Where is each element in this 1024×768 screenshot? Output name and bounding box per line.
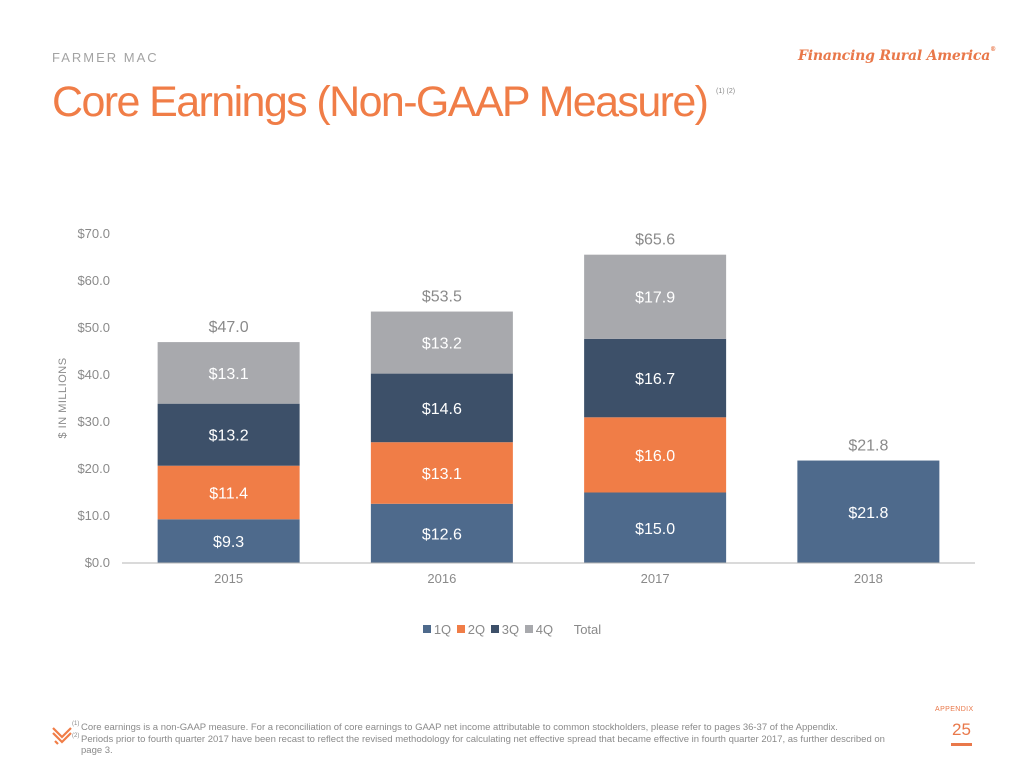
total-label-2016: $53.5: [422, 289, 462, 306]
y-axis-label: $ IN MILLIONS: [57, 357, 69, 438]
legend-swatch-4q: [524, 625, 533, 633]
y-tick-label: $60.0: [77, 273, 110, 288]
footnote-2-text: Periods prior to fourth quarter 2017 hav…: [81, 733, 885, 757]
legend-item-total: Total: [574, 622, 601, 637]
tagline-text: Financing Rural America: [798, 48, 991, 64]
segment-label-3q-2016: $14.6: [422, 401, 462, 418]
bar-segment-4q-2017: [584, 254, 727, 339]
y-tick-label: $0.0: [85, 555, 110, 570]
y-tick-label: $40.0: [77, 367, 110, 382]
farmer-mac-logo-icon: [52, 727, 72, 745]
segment-label-4q-2016: $13.2: [422, 336, 462, 353]
segment-label-1q-2017: $15.0: [635, 521, 675, 538]
x-tick-label: 2016: [427, 571, 456, 586]
footnote-2-ref: (2): [72, 732, 80, 739]
bar-segment-2q-2017: [584, 417, 727, 493]
legend-label-4q: 4Q: [535, 622, 554, 637]
total-label-2015: $47.0: [209, 319, 249, 336]
footnote-1: (1) Core earnings is a non-GAAP measure. …: [72, 721, 902, 734]
segment-label-1q-2018: $21.8: [848, 505, 888, 522]
brand-name: FARMER MAC: [52, 50, 159, 65]
legend-swatch-3q: [490, 625, 499, 633]
footnote-1-ref: (1): [72, 721, 80, 727]
chart-legend: 1Q 2Q 3Q 4Q Total: [0, 622, 1024, 637]
x-tick-label: 2017: [641, 571, 670, 586]
y-tick-label: $30.0: [77, 414, 110, 429]
legend-label-1q: 1Q: [433, 622, 452, 637]
bar-group-2016: $12.6 $13.1 $14.6 $13.2: [370, 311, 513, 563]
footnote-1-text: Core earnings is a non-GAAP measure. For…: [81, 722, 838, 733]
page-title: Core Earnings (Non-GAAP Measure): [52, 78, 709, 126]
bar-segment-3q-2016: [370, 373, 513, 443]
bar-segment-1q-2018: [797, 460, 940, 563]
footnote-2: (2) Periods prior to fourth quarter 2017 …: [72, 732, 902, 757]
x-tick-label: 2015: [214, 571, 243, 586]
total-label-2018: $21.8: [848, 438, 888, 455]
footnotes: (1) Core earnings is a non-GAAP measure. …: [72, 721, 902, 757]
y-axis: $0.0 $10.0 $20.0 $30.0 $40.0 $50.0 $60.0 $70.0: [77, 226, 110, 570]
y-tick-label: $50.0: [77, 320, 110, 335]
segment-label-3q-2015: $13.2: [209, 428, 249, 445]
legend-label-3q: 3Q: [501, 622, 520, 637]
segment-label-2q-2015: $11.4: [209, 486, 248, 503]
bar-segment-4q-2015: [157, 342, 300, 404]
y-tick-label: $10.0: [77, 508, 110, 523]
y-tick-label: $70.0: [77, 226, 110, 241]
bar-segment-4q-2016: [370, 311, 513, 374]
bar-segment-3q-2015: [157, 403, 300, 466]
legend-item-4q: 4Q: [524, 622, 554, 637]
bar-segment-1q-2017: [584, 492, 727, 563]
bars: $9.3$11.4$13.2$13.1$12.6$13.1$14.6$13.2$…: [157, 254, 940, 563]
bar-group-2018: $21.8: [797, 460, 940, 563]
segment-label-2q-2017: $16.0: [635, 448, 675, 465]
bar-group-2017: $15.0 $16.0 $16.7 $17.9: [584, 254, 727, 563]
bar-segment-2q-2015: [157, 465, 300, 520]
legend-item-2q: 2Q: [456, 622, 486, 637]
x-axis: 2015 2016 2017 2018: [214, 571, 883, 586]
legend-swatch-2q: [456, 625, 465, 633]
legend-item-1q: 1Q: [422, 622, 452, 637]
segment-label-1q-2015: $9.3: [213, 534, 244, 551]
bar-segment-3q-2017: [584, 338, 727, 418]
section-label: APPENDIX: [935, 706, 974, 713]
registered-mark: ®: [990, 46, 996, 53]
legend-label-total: Total: [573, 622, 602, 637]
page-number: 25: [952, 720, 971, 739]
bar-group-2015: $9.3 $11.4 $13.2 $13.1: [157, 342, 300, 563]
segment-label-1q-2016: $12.6: [422, 526, 462, 543]
page-number-underline: [951, 743, 972, 746]
bar-segment-1q-2015: [157, 519, 300, 563]
y-tick-label: $20.0: [77, 461, 110, 476]
legend-item-3q: 3Q: [490, 622, 520, 637]
bar-segment-1q-2016: [370, 503, 513, 563]
bar-segment-2q-2016: [370, 442, 513, 504]
legend-swatch-1q: [422, 625, 431, 633]
segment-label-4q-2017: $17.9: [635, 290, 675, 307]
title-footnote-refs: (1) (2): [716, 88, 736, 95]
segment-label-2q-2016: $13.1: [422, 466, 462, 483]
x-tick-label: 2018: [854, 571, 883, 586]
legend-label-2q: 2Q: [467, 622, 486, 637]
total-labels: $47.0 $53.5 $65.6 $21.8: [209, 232, 889, 455]
segment-label-3q-2017: $16.7: [635, 371, 675, 388]
tagline: Financing Rural America®: [798, 46, 996, 64]
segment-label-4q-2015: $13.1: [209, 366, 249, 383]
total-label-2017: $65.6: [635, 232, 675, 249]
